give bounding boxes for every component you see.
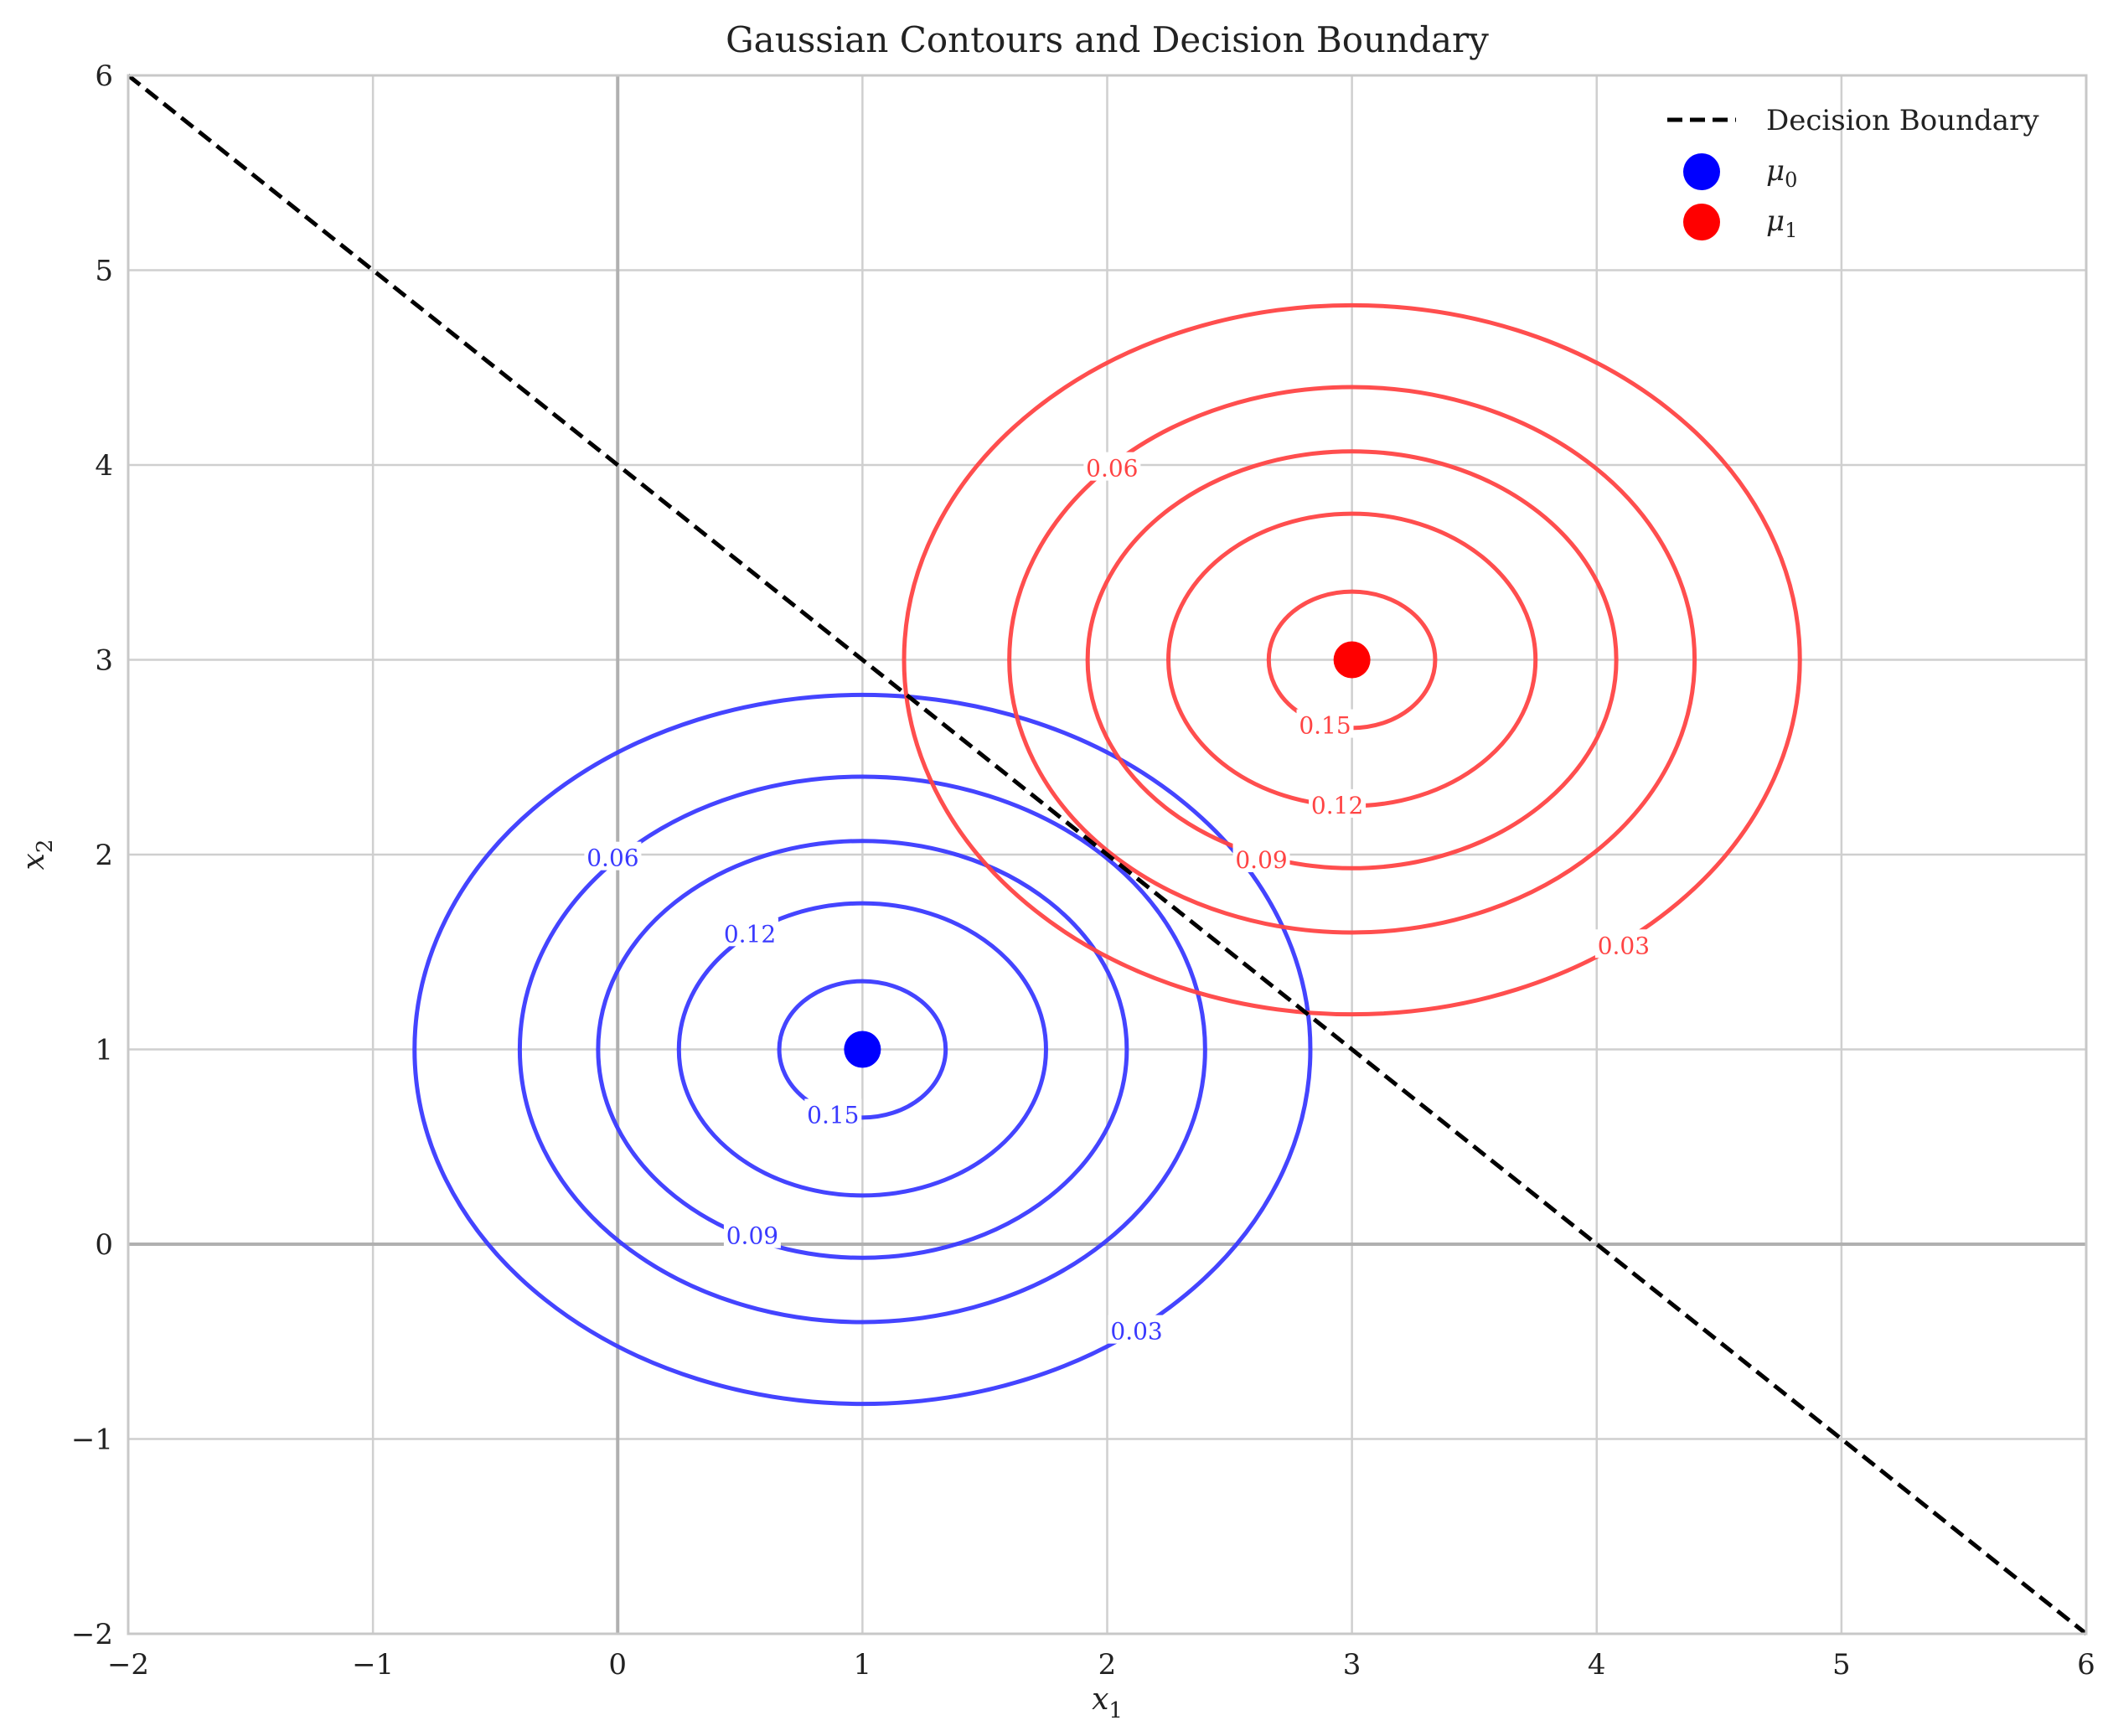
contour-label: 0.03 (1598, 932, 1650, 959)
contour-label-bg (1083, 452, 1141, 481)
x-tick-label: 3 (1343, 1648, 1361, 1682)
chart-title: Gaussian Contours and Decision Boundary (726, 19, 1489, 60)
x-tick-label: 6 (2077, 1648, 2095, 1682)
contour-ring-0.09 (1085, 449, 1619, 871)
y-tick-label: 0 (95, 1228, 113, 1262)
contour-label-bg (1108, 1315, 1165, 1344)
contour-label: 0.12 (1311, 792, 1363, 819)
y-tick-label: 3 (95, 644, 113, 678)
contour-label-bg (1232, 843, 1290, 872)
contour-ring-0.03 (902, 302, 1802, 1017)
x-tick-label: 2 (1098, 1648, 1117, 1682)
x-tick-label: 5 (1832, 1648, 1851, 1682)
plot-frame (127, 74, 2088, 1635)
contour-label-bg (1594, 929, 1652, 958)
contour-label-bg (1309, 788, 1367, 818)
contour-label-bg (804, 1098, 862, 1128)
y-tick-label: −1 (71, 1423, 113, 1457)
legend-boundary-label: Decision Boundary (1766, 104, 2039, 137)
contour-label-bg (723, 1219, 781, 1248)
contour-set-0: 0.03 0.06 0.09 0.12 0.15 (412, 692, 1313, 1407)
mean-point-mu0 (844, 1031, 881, 1068)
contour-label-bg (1296, 709, 1354, 738)
contour-ring-0.03 (412, 692, 1313, 1407)
contour-label: 0.09 (1235, 846, 1287, 874)
contour-ring-0.12 (676, 901, 1048, 1198)
y-tick-label: 5 (95, 255, 113, 288)
y-tick-label: 2 (95, 839, 113, 872)
y-tick-label: 6 (95, 59, 113, 93)
x-axis-label: x1 (1092, 1682, 1123, 1723)
y-tick-label: −2 (71, 1618, 113, 1651)
legend-mu0-swatch (1683, 153, 1720, 190)
contours: 0.03 0.06 0.09 0.12 0.15 0.03 0.06 0.09 0.12 0.15 (412, 302, 1802, 1407)
contour-ring-0.15 (777, 979, 948, 1120)
contour-ring-0.09 (596, 839, 1129, 1260)
contour-label: 0.12 (724, 920, 776, 948)
contour-set-1: 0.03 0.06 0.09 0.12 0.15 (902, 302, 1802, 1017)
decision-boundary-line (127, 74, 2088, 1635)
means-layer (844, 641, 1371, 1068)
contour-label: 0.09 (726, 1222, 778, 1250)
legend-mu1-swatch (1683, 204, 1720, 240)
x-tick-label: 1 (854, 1648, 872, 1682)
contour-ring-0.06 (1007, 385, 1697, 935)
legend-mu0-label: μ0 (1766, 154, 1797, 192)
contour-label-bg (721, 917, 778, 947)
y-tick-label: 1 (95, 1034, 113, 1067)
y-tick-label: 4 (95, 449, 113, 483)
mean-point-mu1 (1333, 641, 1371, 679)
decision-boundary-layer (127, 74, 2088, 1635)
contour-label: 0.03 (1110, 1318, 1162, 1346)
x-tick-label: −2 (107, 1648, 149, 1682)
tick-labels: −2 −1 0 1 2 3 4 5 6 −2 −1 0 1 2 3 4 5 6 (71, 59, 2095, 1682)
x-tick-label: −1 (352, 1648, 394, 1682)
contour-label: 0.06 (586, 845, 638, 872)
contour-label: 0.06 (1086, 455, 1138, 483)
y-axis-label: x2 (17, 840, 58, 871)
x-tick-label: 0 (608, 1648, 627, 1682)
legend: Decision Boundary μ0 μ1 (1667, 104, 2039, 242)
contour-label: 0.15 (1299, 712, 1351, 740)
contour-label: 0.15 (807, 1102, 859, 1129)
legend-mu1-label: μ1 (1766, 204, 1797, 242)
contour-label-bg (584, 841, 642, 871)
x-tick-label: 4 (1588, 1648, 1606, 1682)
contour-ring-0.06 (517, 774, 1207, 1325)
